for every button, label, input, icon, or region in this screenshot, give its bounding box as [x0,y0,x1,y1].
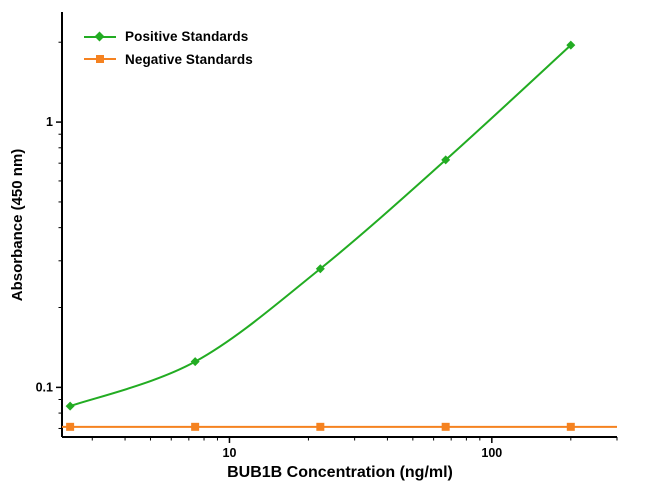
y-axis-label: Absorbance (450 nm) [9,149,26,302]
x-tick-label: 100 [481,446,502,460]
legend-item-negative-standards: Negative Standards [84,51,253,67]
legend: Positive Standards Negative Standards [84,30,253,66]
plot-area: 10 100 1 0.1 [36,12,618,460]
positive-standards-marker [566,40,576,50]
negative-standards-swatch [84,53,116,65]
positive-standards-marker [315,264,325,274]
diamond-marker-icon [94,31,105,42]
negative-standards-marker [441,422,450,431]
negative-standards-marker [66,422,75,431]
legend-item-positive-standards: Positive Standards [84,30,253,44]
positive-standards-marker [441,155,451,165]
legend-label-positive-standards: Positive Standards [125,29,249,44]
negative-standards-marker [316,422,325,431]
negative-standards-marker [191,422,200,431]
legend-label-negative-standards: Negative Standards [125,51,253,67]
y-tick-label: 0.1 [36,380,53,394]
positive-standards-marker [65,401,75,411]
x-axis-label: BUB1B Concentration (ng/ml) [227,464,453,481]
negative-standards-marker [566,422,575,431]
square-marker-icon [96,55,104,64]
positive-standards-swatch [84,31,116,43]
y-tick-label: 1 [46,115,53,129]
positive-standards-curve [69,44,572,408]
x-tick-label: 10 [223,446,237,460]
positive-standards-marker [190,357,200,367]
